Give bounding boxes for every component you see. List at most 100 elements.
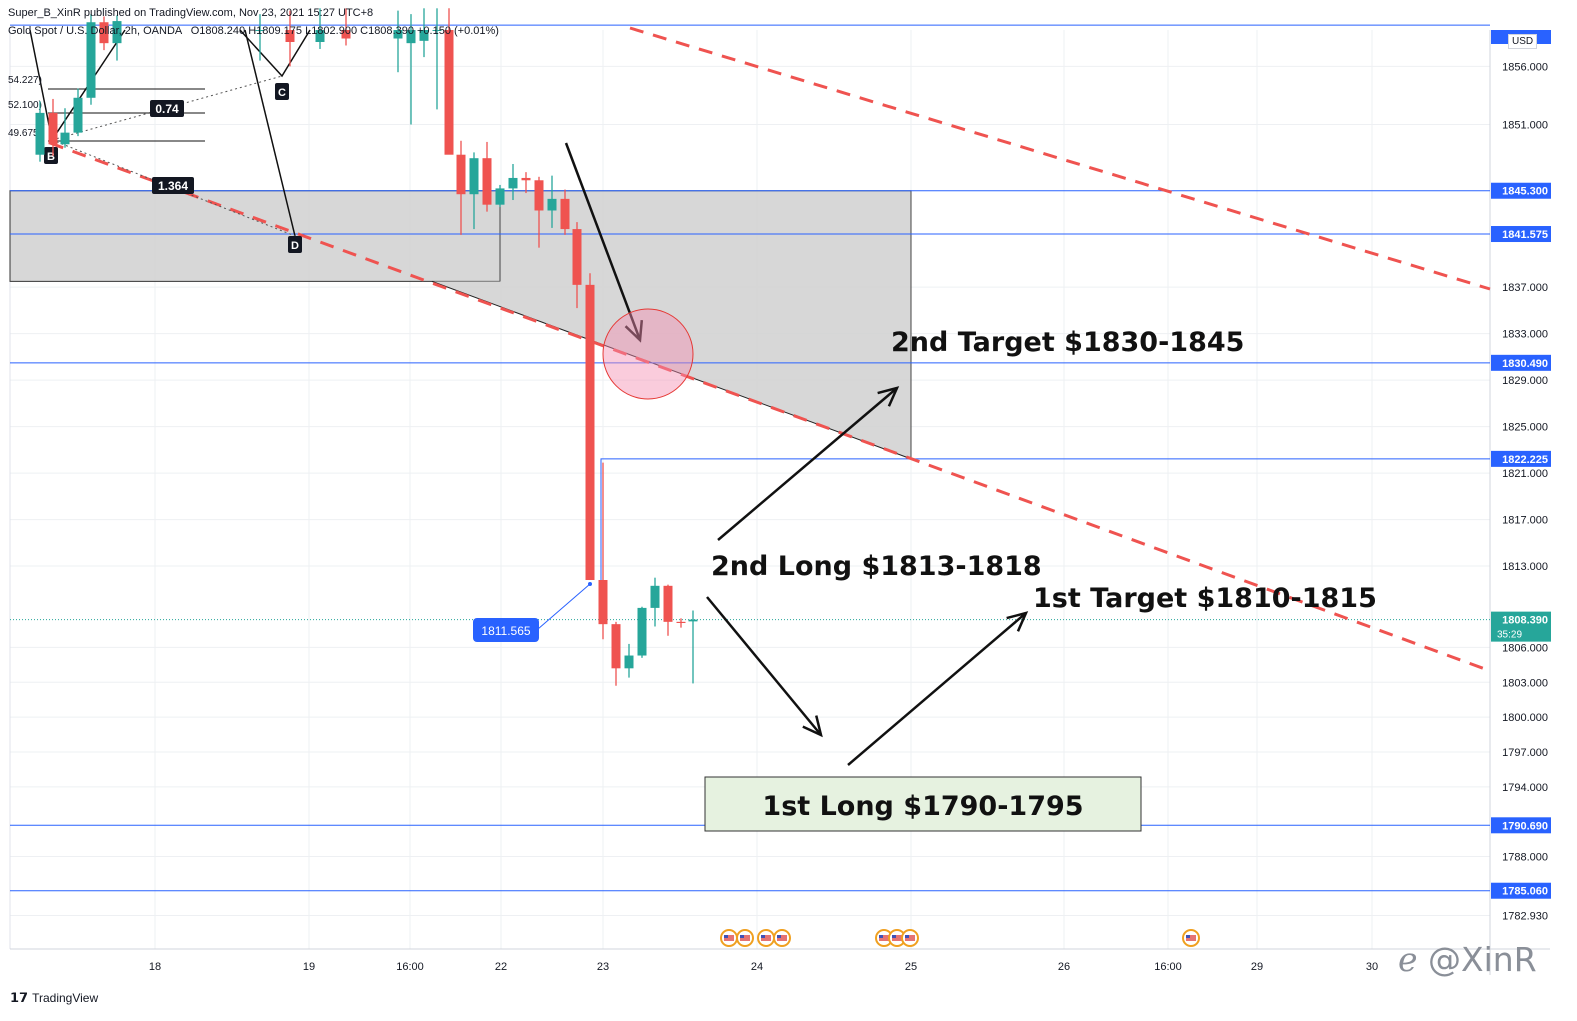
- time-tick: 29: [1251, 961, 1263, 973]
- candle-body: [432, 30, 442, 31]
- watermark-text: @XinR: [1428, 940, 1537, 979]
- price-tick: 1800.000: [1502, 712, 1548, 724]
- candle-body: [547, 198, 557, 211]
- candle-body: [99, 22, 109, 44]
- us-flag-icon-stripes: [740, 935, 750, 941]
- price-tick: 1851.000: [1502, 120, 1548, 132]
- symbol-line: Gold Spot / U.S. Dollar, 2h, OANDA O1808…: [8, 25, 499, 37]
- price-tick: 1825.000: [1502, 422, 1548, 434]
- level-lines: [10, 24, 1490, 892]
- time-axis[interactable]: 18 19 16:00 22 23 24 25 26 16:00 29 30: [149, 961, 1378, 973]
- price-label: 1841.575: [1502, 229, 1548, 241]
- candle-body: [560, 198, 570, 230]
- ratio-label: 1.364: [158, 179, 188, 193]
- us-flag-icon-stripes: [1186, 935, 1196, 941]
- us-flag-icon-canton: [777, 935, 781, 938]
- candle-body: [393, 30, 403, 39]
- tradingview-logo[interactable]: 𝟭𝟳 TradingView: [10, 990, 98, 1006]
- us-flag-icon-canton: [1186, 935, 1190, 938]
- highlight-circle: [602, 308, 694, 400]
- price-label-bg: [1491, 882, 1551, 899]
- callout-box: [473, 618, 539, 642]
- time-tick: 19: [303, 961, 315, 973]
- price-label-bg: [1491, 354, 1551, 371]
- candle-body: [688, 619, 698, 622]
- candle-body: [35, 112, 45, 155]
- price-tick: 1821.000: [1502, 468, 1548, 480]
- price-tick: 1782.930: [1502, 910, 1548, 922]
- us-flag-icon-canton: [761, 935, 765, 938]
- long-zone-box: [704, 776, 1142, 832]
- grid: [9, 30, 1550, 975]
- price-tick: 1837.000: [1502, 282, 1548, 294]
- us-flag-icon-canton: [905, 935, 909, 938]
- target-annotation: 2nd Target $1830-1845: [891, 327, 1244, 358]
- callout-leader: [537, 583, 591, 630]
- pattern-point-badge: [288, 236, 302, 253]
- us-flag-icon-stripes: [905, 935, 915, 941]
- candle-body: [534, 180, 544, 211]
- candle-body: [86, 22, 96, 98]
- price-label: 1790.690: [1502, 820, 1548, 832]
- candle-body: [444, 30, 454, 155]
- candle-body: [611, 624, 621, 669]
- callout-dot: [588, 582, 592, 586]
- lower-trendline: [49, 141, 1486, 671]
- candle-body: [341, 30, 351, 39]
- price-label: 1845.300: [1502, 186, 1548, 198]
- time-tick: 23: [597, 961, 609, 973]
- arrows: [564, 142, 1029, 766]
- us-flag-icon-canton: [724, 935, 728, 938]
- time-tick: 22: [495, 961, 507, 973]
- us-flag-icon-stripes: [724, 935, 734, 941]
- trend-lines: [49, 26, 1491, 671]
- price-label: 1785.060: [1502, 886, 1548, 898]
- price-tick: 1813.000: [1502, 561, 1548, 573]
- candle-body: [73, 97, 83, 133]
- us-flag-icon-stripes: [879, 935, 889, 941]
- target-annotation: 1st Long $1790-1795: [762, 791, 1083, 822]
- arrow-to-2nd-target-head: [877, 386, 900, 407]
- price-axis[interactable]: 1856.000 1851.000 1837.000 1833.000 1829.000…: [1491, 30, 1551, 922]
- candle-body: [469, 158, 479, 195]
- us-flag-icon-canton: [879, 935, 883, 938]
- price-tick: 1856.000: [1502, 61, 1548, 73]
- annotations: 1811.565 2nd Target $1830-1845 2nd Long $1…: [473, 308, 1377, 832]
- currency-label[interactable]: USD: [1508, 34, 1538, 49]
- candle-body: [315, 30, 325, 42]
- symbol-text: Gold Spot / U.S. Dollar, 2h, OANDA: [8, 25, 182, 37]
- candle-body: [456, 154, 466, 195]
- candle-body: [60, 132, 70, 145]
- time-tick: 26: [1058, 961, 1070, 973]
- candle-body: [650, 585, 660, 608]
- weibo-icon: ℯ: [1398, 940, 1418, 979]
- candle-body: [676, 621, 686, 623]
- current-price-label: 1808.390: [1502, 615, 1548, 627]
- level-line-1822: [600, 458, 1490, 581]
- time-tick: 16:00: [1154, 961, 1182, 973]
- supply-zone-right: [432, 190, 911, 459]
- candle-body: [572, 229, 582, 285]
- price-label-bg: [1491, 450, 1551, 467]
- target-annotation: 1st Target $1810-1815: [1033, 583, 1377, 614]
- arrow-to-1st-target-head: [1006, 611, 1029, 632]
- candle-body: [585, 284, 595, 581]
- us-flag-icon-stripes: [892, 935, 902, 941]
- ratio-badge: [150, 100, 184, 117]
- publisher-line: Super_B_XinR published on TradingView.co…: [8, 7, 499, 37]
- current-price-bg: [1491, 611, 1551, 642]
- watermark: ℯ @XinR: [1398, 940, 1537, 979]
- candle-body: [624, 655, 634, 669]
- supply-zone-left: [9, 190, 501, 282]
- fib-level-label: 52.100): [8, 100, 42, 111]
- arrow-to-2nd-target: [717, 387, 898, 541]
- candle-body: [419, 30, 429, 41]
- candle-body: [521, 177, 531, 181]
- candle-body: [48, 112, 58, 145]
- price-label: 1822.225: [1502, 454, 1548, 466]
- time-tick: 24: [751, 961, 763, 973]
- us-flag-icon-canton: [892, 935, 896, 938]
- economic-events[interactable]: [720, 929, 1200, 947]
- candle-body: [482, 158, 492, 205]
